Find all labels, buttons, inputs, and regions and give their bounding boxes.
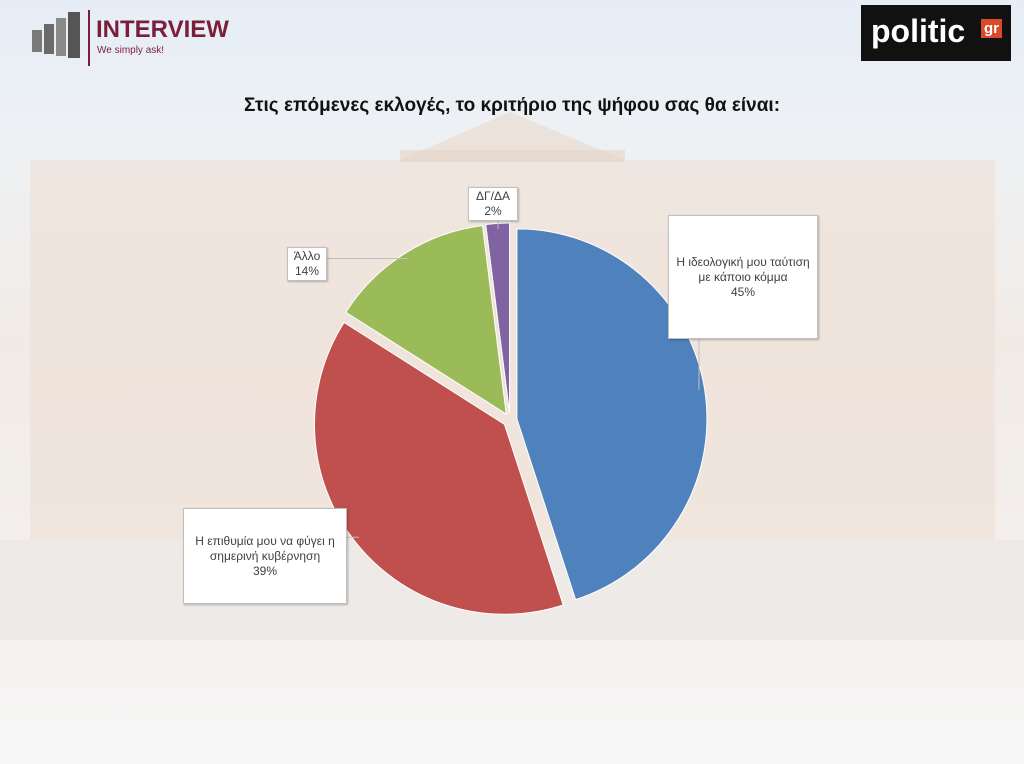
data-label: Άλλο 14% <box>287 247 327 281</box>
value-label: 39% <box>252 563 278 578</box>
data-label: Η ιδεολογική μου ταύτιση με κάποιο κόμμα… <box>668 215 818 339</box>
brand-logo: INTERVIEW We simply ask! <box>30 10 229 71</box>
pie-slice <box>516 228 708 601</box>
chart-title: Στις επόμενες εκλογές, το κριτήριο της ψ… <box>243 95 781 116</box>
value-label: 2% <box>484 204 502 218</box>
brand-icon <box>32 10 90 66</box>
publisher-name: politic <box>871 13 966 49</box>
category-label: ΔΓ/ΔΑ <box>476 189 510 203</box>
pie-slice <box>314 321 564 615</box>
category-label: Η επιθυμία μου να φύγει η σημερινή κυβέρ… <box>195 533 335 563</box>
pie-slice <box>345 225 507 416</box>
category-label: Η ιδεολογική μου ταύτιση με κάποιο κόμμα <box>676 254 810 284</box>
data-label: ΔΓ/ΔΑ 2% <box>468 187 518 221</box>
brand-tagline: We simply ask! <box>97 45 165 56</box>
value-label: 45% <box>730 284 756 299</box>
publisher-suffix: gr <box>981 19 1002 38</box>
publisher-logo: politic gr <box>861 5 1011 61</box>
category-label: Άλλο <box>293 249 321 263</box>
data-label: Η επιθυμία μου να φύγει η σημερινή κυβέρ… <box>183 508 347 604</box>
value-label: 14% <box>294 264 320 278</box>
brand-name: INTERVIEW <box>96 16 229 43</box>
